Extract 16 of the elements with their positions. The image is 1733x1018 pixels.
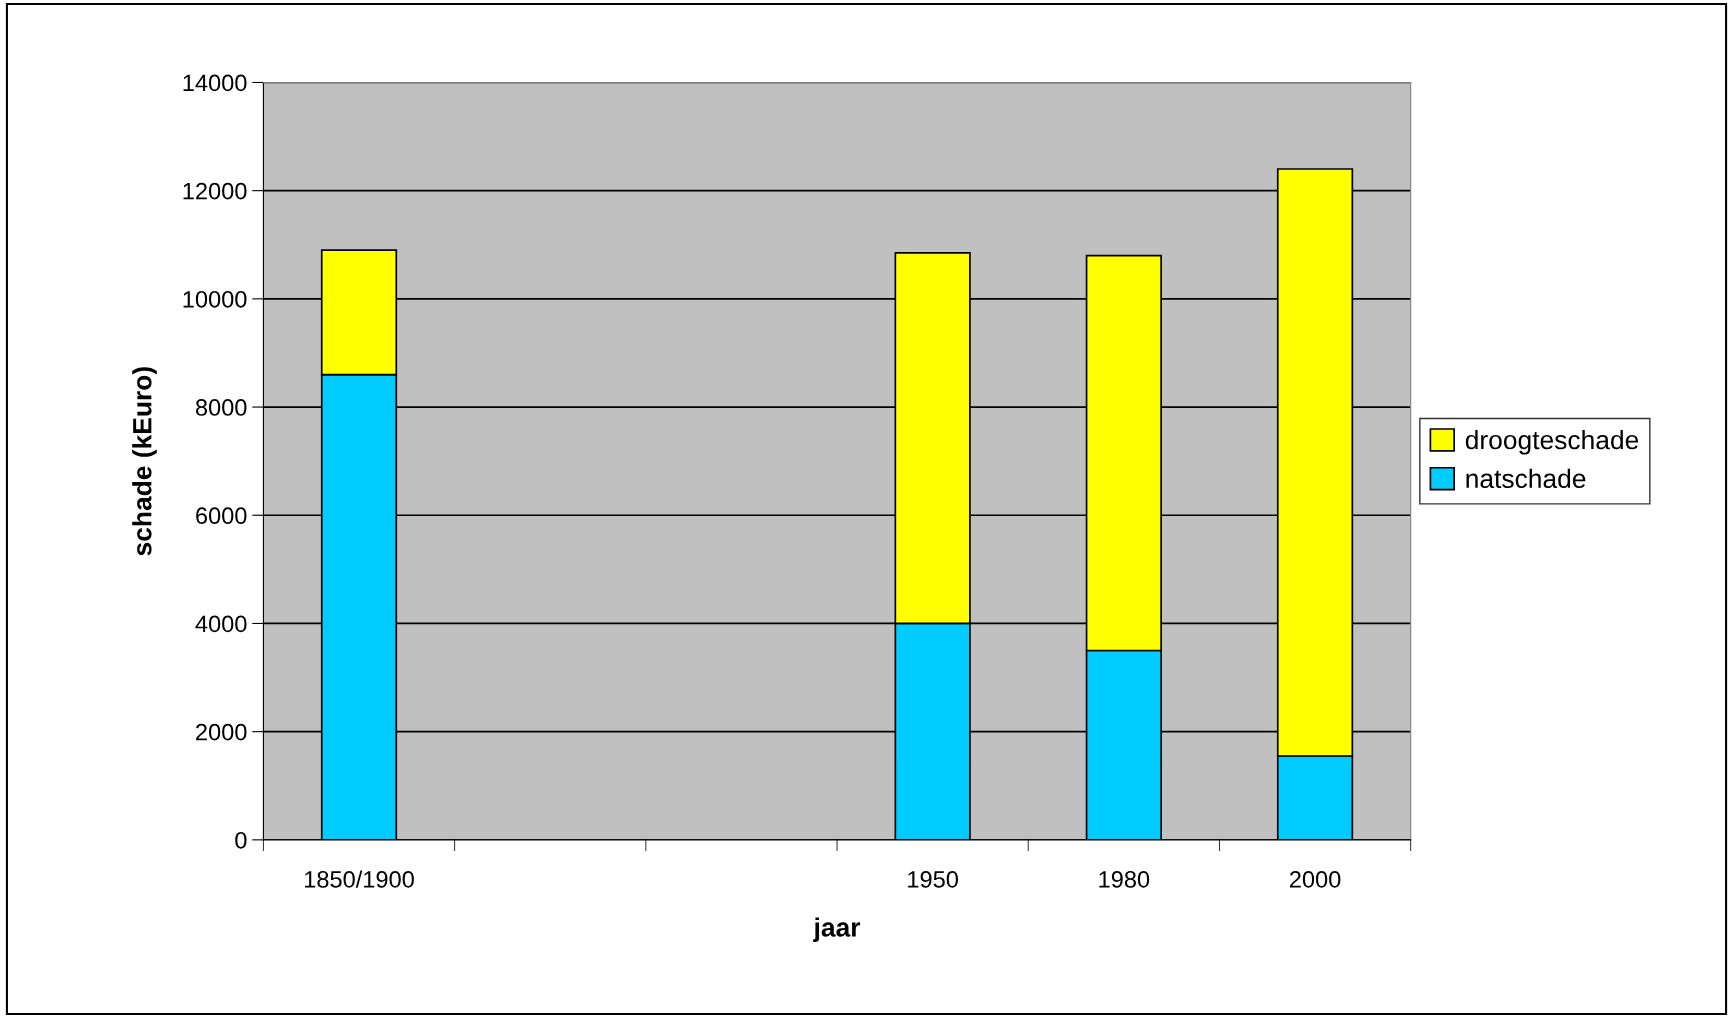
y-tick-label: 14000 xyxy=(183,74,247,92)
legend-label: droogteschade xyxy=(1465,429,1639,455)
x-axis-title: jaar xyxy=(813,917,861,943)
y-tick-label: 12000 xyxy=(183,182,247,200)
y-axis-title: schade (kEuro) xyxy=(132,367,157,556)
x-tick-label: 1980 xyxy=(1099,871,1150,888)
y-tick-label: 10000 xyxy=(183,290,247,308)
y-tick-label: 6000 xyxy=(196,507,247,525)
x-tick-label: 1850/1900 xyxy=(305,870,414,888)
x-tick-label: 2000 xyxy=(1289,871,1341,888)
y-tick-label: 0 xyxy=(235,831,247,849)
y-tick-label: 4000 xyxy=(195,615,247,633)
y-tick-label: 8000 xyxy=(195,399,247,416)
y-tick-label: 2000 xyxy=(196,723,247,741)
legend-label: natschade xyxy=(1466,468,1586,489)
x-tick-label: 1950 xyxy=(908,871,958,888)
